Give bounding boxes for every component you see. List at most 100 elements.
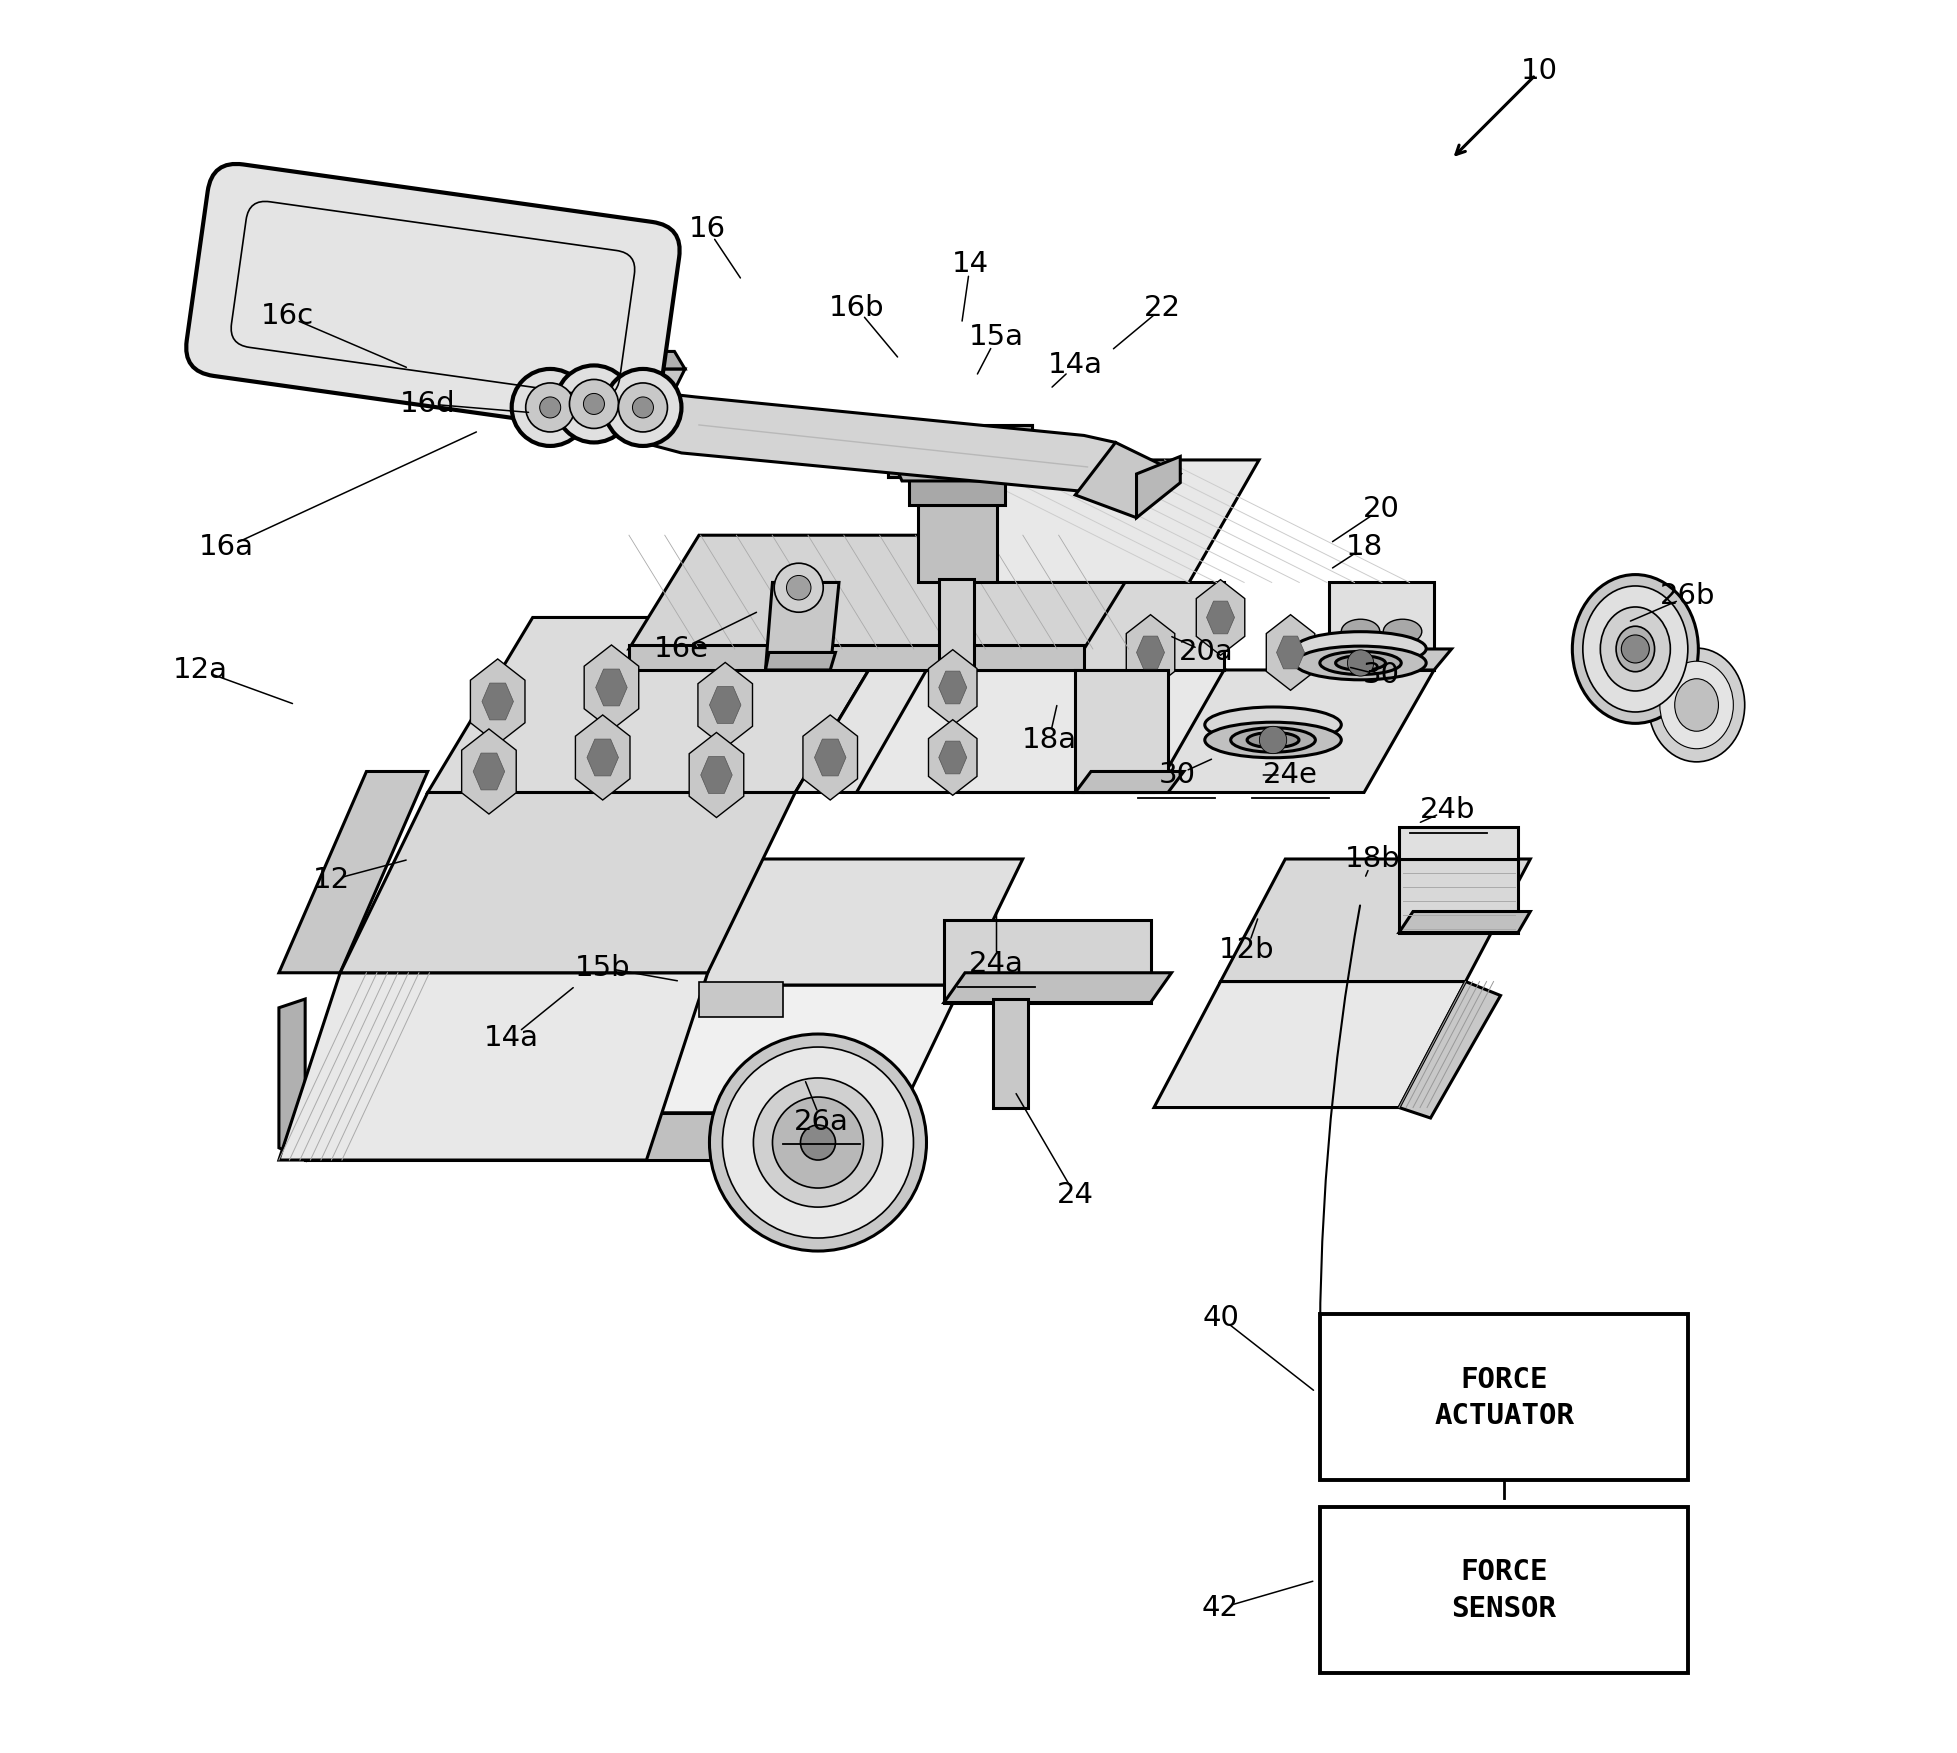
Circle shape xyxy=(483,689,511,715)
Ellipse shape xyxy=(1615,626,1654,671)
Polygon shape xyxy=(1399,982,1499,1118)
Polygon shape xyxy=(628,645,1084,670)
Text: 20a: 20a xyxy=(1178,638,1233,666)
Circle shape xyxy=(1139,640,1162,664)
Polygon shape xyxy=(992,999,1027,1108)
Polygon shape xyxy=(1153,982,1464,1108)
Circle shape xyxy=(1346,650,1374,677)
Ellipse shape xyxy=(1673,678,1718,731)
Circle shape xyxy=(941,675,965,699)
Polygon shape xyxy=(855,670,1223,792)
Ellipse shape xyxy=(1204,706,1341,743)
Text: 14a: 14a xyxy=(1047,351,1102,379)
Polygon shape xyxy=(628,535,1153,649)
Text: 18a: 18a xyxy=(1022,726,1076,754)
Text: 24: 24 xyxy=(1057,1182,1094,1210)
Ellipse shape xyxy=(1599,607,1669,691)
Circle shape xyxy=(476,757,503,785)
Polygon shape xyxy=(1125,615,1174,691)
Polygon shape xyxy=(1206,601,1235,635)
Text: 18b: 18b xyxy=(1344,845,1399,873)
Polygon shape xyxy=(462,729,517,813)
Text: 24e: 24e xyxy=(1262,761,1317,789)
Text: FORCE
ACTUATOR: FORCE ACTUATOR xyxy=(1433,1366,1573,1430)
Polygon shape xyxy=(583,645,638,729)
Circle shape xyxy=(722,1047,914,1238)
Ellipse shape xyxy=(1294,631,1425,666)
Polygon shape xyxy=(278,771,427,973)
Polygon shape xyxy=(470,659,524,743)
Ellipse shape xyxy=(1294,647,1425,680)
Ellipse shape xyxy=(1660,661,1732,749)
Polygon shape xyxy=(1074,771,1184,792)
Polygon shape xyxy=(894,465,1022,480)
Text: 24b: 24b xyxy=(1419,796,1476,824)
Polygon shape xyxy=(597,368,685,417)
Circle shape xyxy=(511,368,589,445)
Text: 30: 30 xyxy=(1362,661,1399,689)
Ellipse shape xyxy=(1648,649,1744,763)
Text: 15a: 15a xyxy=(969,324,1024,351)
Ellipse shape xyxy=(1341,619,1380,643)
Polygon shape xyxy=(1074,670,1168,792)
Text: 12a: 12a xyxy=(172,656,227,684)
Circle shape xyxy=(753,1078,883,1208)
Polygon shape xyxy=(1266,615,1313,691)
FancyBboxPatch shape xyxy=(1319,1506,1687,1672)
Polygon shape xyxy=(278,999,305,1160)
Circle shape xyxy=(589,743,616,771)
Polygon shape xyxy=(699,982,783,1017)
Text: 30: 30 xyxy=(1159,761,1194,789)
Text: 26a: 26a xyxy=(795,1108,849,1136)
Text: 24a: 24a xyxy=(969,950,1024,978)
Polygon shape xyxy=(611,351,685,368)
Polygon shape xyxy=(1135,636,1164,670)
Polygon shape xyxy=(937,742,967,773)
Polygon shape xyxy=(795,617,1188,792)
Polygon shape xyxy=(1329,649,1450,670)
Polygon shape xyxy=(928,720,977,796)
Ellipse shape xyxy=(1247,733,1297,747)
Polygon shape xyxy=(765,652,836,670)
Polygon shape xyxy=(305,1113,900,1160)
Polygon shape xyxy=(575,715,630,799)
Ellipse shape xyxy=(1335,656,1386,670)
Text: 12b: 12b xyxy=(1219,936,1274,964)
Circle shape xyxy=(597,675,624,701)
Circle shape xyxy=(632,396,654,417)
Polygon shape xyxy=(802,715,857,799)
Circle shape xyxy=(1258,726,1286,754)
Text: 20: 20 xyxy=(1362,494,1399,522)
Text: 40: 40 xyxy=(1202,1304,1239,1332)
Circle shape xyxy=(708,1034,926,1252)
Polygon shape xyxy=(1399,859,1517,933)
Polygon shape xyxy=(278,973,706,1160)
Polygon shape xyxy=(888,424,1031,477)
Text: 10: 10 xyxy=(1521,58,1556,86)
Polygon shape xyxy=(888,424,908,477)
Polygon shape xyxy=(701,757,732,794)
Circle shape xyxy=(1278,640,1301,664)
Polygon shape xyxy=(628,389,1115,491)
Circle shape xyxy=(773,1097,863,1189)
Polygon shape xyxy=(1074,442,1180,517)
Circle shape xyxy=(605,368,681,445)
Polygon shape xyxy=(305,985,961,1113)
Text: 14a: 14a xyxy=(483,1024,538,1052)
Circle shape xyxy=(941,745,965,770)
Text: 16b: 16b xyxy=(828,295,885,323)
Polygon shape xyxy=(1399,827,1517,859)
Ellipse shape xyxy=(1204,722,1341,757)
Polygon shape xyxy=(708,687,740,724)
Text: FORCE
SENSOR: FORCE SENSOR xyxy=(1450,1558,1556,1623)
Polygon shape xyxy=(918,500,996,582)
Polygon shape xyxy=(926,582,1223,670)
FancyBboxPatch shape xyxy=(1319,1315,1687,1480)
Text: 14: 14 xyxy=(951,251,988,279)
Ellipse shape xyxy=(1319,652,1401,675)
Polygon shape xyxy=(1135,456,1180,517)
Polygon shape xyxy=(928,650,977,726)
Polygon shape xyxy=(1329,582,1433,670)
FancyBboxPatch shape xyxy=(186,165,679,435)
Polygon shape xyxy=(587,740,618,777)
